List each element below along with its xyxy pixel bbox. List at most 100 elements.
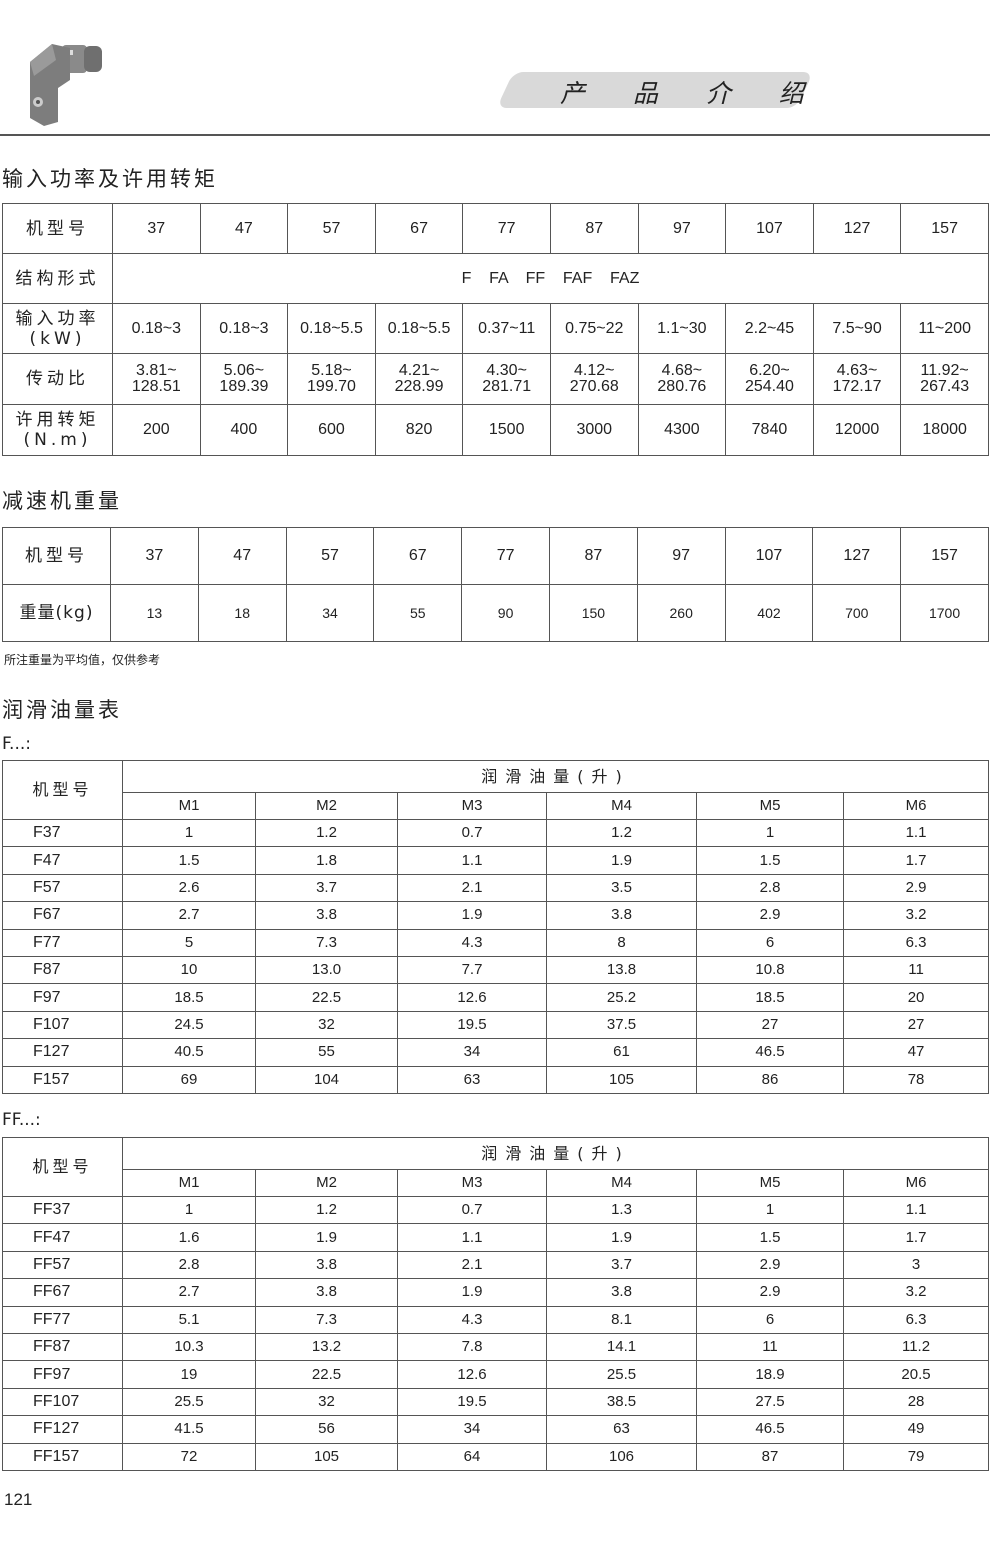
weight-cell: 700 xyxy=(812,584,902,642)
oil-volume-cell: 2.1 xyxy=(397,1250,547,1280)
table-row: FF107 25.5 32 19.5 38.5 27.5 28 xyxy=(2,1387,990,1417)
oil-volume-cell: 20 xyxy=(842,983,990,1012)
oil-volume-cell: 1.9 xyxy=(397,1278,547,1307)
oil-volume-cell: 7.3 xyxy=(255,928,398,957)
oil-volume-cell: 72 xyxy=(122,1442,256,1471)
header-row: 机型号 37 47 57 67 77 87 97 107 127 157 xyxy=(2,203,989,254)
oil-volume-cell: 19.5 xyxy=(397,1010,547,1040)
oil-volume-cell: 3.5 xyxy=(546,873,697,903)
model-header-cell: 77 xyxy=(461,527,550,585)
oil-volume-cell: 1.6 xyxy=(122,1223,256,1252)
weight-cell: 13 xyxy=(110,584,199,642)
oil-volume-cell: 19 xyxy=(122,1360,256,1389)
oil-volume-cell: 3 xyxy=(842,1250,990,1280)
oil-volume-cell: 2.6 xyxy=(122,873,256,903)
model-header-cell: 47 xyxy=(199,203,289,254)
table-row: F37 1 1.2 0.7 1.2 1 1.1 xyxy=(2,818,990,848)
oil-volume-cell: 7.8 xyxy=(397,1332,547,1362)
oil-volume-cell: 2.7 xyxy=(122,901,256,930)
oil-volume-cell: 5.1 xyxy=(122,1305,256,1334)
oil-volume-cell: 19.5 xyxy=(397,1387,547,1417)
power-row: 输入功率 (kW) 0.18~3 0.18~3 0.18~5.5 0.18~5.5 0.3… xyxy=(2,303,989,354)
oil-volume-cell: 49 xyxy=(842,1415,990,1444)
oil-volume-cell: 56 xyxy=(255,1415,398,1444)
oil-volume-cell: 37.5 xyxy=(546,1010,697,1040)
table-row: F77 5 7.3 4.3 8 6 6.3 xyxy=(2,928,990,957)
oil-volume-cell: 10 xyxy=(122,955,256,985)
oil-volume-cell: 6.3 xyxy=(842,1305,990,1334)
oil-volume-cell: 3.8 xyxy=(255,1278,398,1307)
oil-volume-cell: 3.2 xyxy=(842,901,990,930)
oil-volume-cell: 24.5 xyxy=(122,1010,256,1040)
model-header-cell: 97 xyxy=(637,203,727,254)
model-header-cell: 127 xyxy=(812,527,902,585)
mounting-position-header: M4 xyxy=(546,792,697,820)
weight-cell: 18 xyxy=(197,584,287,642)
oil-volume-cell: 86 xyxy=(696,1065,844,1094)
power-cell: 0.18~5.5 xyxy=(374,303,464,354)
oil-volume-cell: 46.5 xyxy=(696,1415,844,1444)
oil-volume-cell: 10.8 xyxy=(696,955,844,985)
lube-table-f: 机型号 润滑油量(升) M1 M2 M3 M4 M5 M6 F37 1 1.2 0.7 1.2 1 1.1 F… xyxy=(2,760,990,1094)
oil-volume-cell: 13.8 xyxy=(546,955,697,985)
model-header-cell: 157 xyxy=(900,203,989,254)
oil-volume-cell: 1.9 xyxy=(546,846,697,875)
weight-cell: 90 xyxy=(461,584,550,642)
model-header-cell: 57 xyxy=(285,527,375,585)
oil-volume-cell: 22.5 xyxy=(255,1360,398,1389)
torque-cell: 200 xyxy=(112,404,201,456)
torque-cell: 1500 xyxy=(462,404,551,456)
power-cell: 0.18~5.5 xyxy=(287,303,376,354)
power-cell: 0.18~3 xyxy=(112,303,201,354)
section-title-lubrication: 润滑油量表 xyxy=(2,698,122,722)
oil-volume-cell: 4.3 xyxy=(397,1305,547,1334)
table-row: FF47 1.6 1.9 1.1 1.9 1.5 1.7 xyxy=(2,1223,990,1252)
oil-volume-cell: 10.3 xyxy=(122,1332,256,1362)
oil-volume-cell: 1.9 xyxy=(255,1223,398,1252)
table-row: F97 18.5 22.5 12.6 25.2 18.5 20 xyxy=(2,983,990,1012)
power-cell: 11~200 xyxy=(900,303,989,354)
oil-volume-cell: 69 xyxy=(122,1065,256,1094)
oil-volume-cell: 25.5 xyxy=(546,1360,697,1389)
row-label: 输入功率 (kW) xyxy=(2,303,113,354)
group-header-row: 机型号 润滑油量(升) xyxy=(2,760,990,820)
header-row: 机型号 37 47 57 67 77 87 97 107 127 157 xyxy=(2,527,989,585)
power-cell: 0.18~3 xyxy=(199,303,289,354)
row-label: 许用转矩 (N.m) xyxy=(2,404,113,456)
oil-volume-cell: 18.5 xyxy=(122,983,256,1012)
model-header-cell: 87 xyxy=(549,203,639,254)
mounting-position-header: M6 xyxy=(842,1169,990,1197)
oil-volume-cell: 32 xyxy=(255,1387,398,1417)
torque-cell: 400 xyxy=(199,404,289,456)
oil-volume-cell: 38.5 xyxy=(546,1387,697,1417)
oil-volume-cell: 32 xyxy=(255,1010,398,1040)
ratio-cell: 11.92~ 267.43 xyxy=(900,353,989,405)
model-cell: F67 xyxy=(2,901,123,930)
weight-table: 机型号 37 47 57 67 77 87 97 107 127 157 重量(kg) 13 18 34 55… xyxy=(2,527,989,642)
mounting-header-row: M1 M2 M3 M4 M5 M6 xyxy=(3,792,990,820)
page-number: 121 xyxy=(4,1490,33,1509)
model-cell: F57 xyxy=(2,873,123,903)
mounting-position-header: M3 xyxy=(397,792,547,820)
table-row: F127 40.5 55 34 61 46.5 47 xyxy=(2,1038,990,1067)
oil-volume-cell: 3.8 xyxy=(546,901,697,930)
model-header-cell: 67 xyxy=(374,203,464,254)
ratio-cell: 4.30~ 281.71 xyxy=(462,353,551,405)
model-cell: F107 xyxy=(2,1010,123,1040)
oil-volume-cell: 1.9 xyxy=(397,901,547,930)
oil-volume-cell: 1.3 xyxy=(546,1195,697,1225)
torque-cell: 3000 xyxy=(549,404,639,456)
table-row: F107 24.5 32 19.5 37.5 27 27 xyxy=(2,1010,990,1040)
model-cell: FF97 xyxy=(2,1360,123,1389)
model-cell: F127 xyxy=(2,1038,123,1067)
oil-volume-cell: 1.7 xyxy=(842,1223,990,1252)
mounting-header-row: M1 M2 M3 M4 M5 M6 xyxy=(3,1169,990,1197)
oil-volume-cell: 25.2 xyxy=(546,983,697,1012)
weight-cell: 55 xyxy=(373,584,463,642)
oil-volume-cell: 3.8 xyxy=(546,1278,697,1307)
model-header-cell: 127 xyxy=(812,203,902,254)
lube-table-label-ff: FF...: xyxy=(2,1110,41,1130)
oil-volume-cell: 1.7 xyxy=(842,846,990,875)
oil-volume-cell: 34 xyxy=(397,1038,547,1067)
oil-volume-cell: 1.2 xyxy=(255,818,398,848)
